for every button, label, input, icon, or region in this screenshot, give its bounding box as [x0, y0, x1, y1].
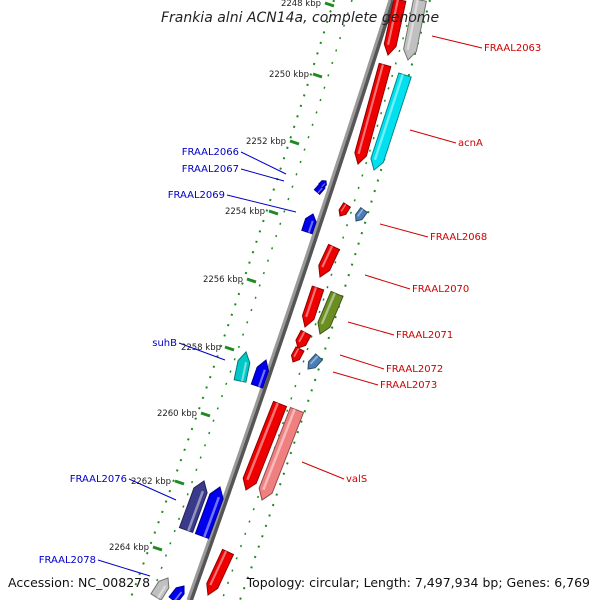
gene-arrow-FRAAL2068-cds[interactable]: [355, 206, 368, 222]
gene-arrow-FRAAL2076-cds[interactable]: [178, 480, 208, 534]
callout-line: [431, 35, 483, 49]
gene-label-minus[interactable]: FRAAL2067: [182, 164, 239, 175]
ruler-label: 2250 kbp: [269, 70, 309, 80]
ruler-label: 2258 kbp: [181, 343, 221, 353]
gene-arrow-valS[interactable]: [242, 400, 288, 491]
callout-line: [240, 168, 285, 182]
map-title: Frankia alni ACN14a, complete genome: [160, 10, 440, 26]
gene-label-plus[interactable]: acnA: [458, 138, 483, 149]
ruler-tick: [324, 1, 335, 8]
gene-label-plus[interactable]: FRAAL2071: [396, 330, 453, 341]
gene-arrow-FRAAL2063[interactable]: [383, 0, 407, 56]
accession-label: Accession: NC_008278: [8, 575, 151, 590]
gene-label-plus[interactable]: valS: [346, 474, 367, 485]
gene-arrow-FRAAL2078-cds[interactable]: [150, 577, 170, 600]
gene-label-plus[interactable]: FRAAL2070: [412, 284, 469, 295]
ruler-label: 2260 kbp: [157, 409, 197, 419]
ruler-tick: [312, 72, 323, 79]
callout-line: [339, 354, 385, 370]
gene-arrow-FRAAL2069[interactable]: [301, 213, 317, 235]
gene-arrow-FRAAL2063-cds[interactable]: [403, 0, 427, 61]
gene-arrow-FRAAL2072[interactable]: [295, 329, 312, 349]
gene-arrow-FRAAL2070[interactable]: [318, 243, 341, 278]
guide-line-inner-left: [149, 0, 353, 600]
ruler-tick: [246, 277, 257, 284]
ruler-label: 2248 kbp: [281, 0, 321, 9]
ruler-tick: [174, 479, 185, 486]
callout-line: [332, 371, 379, 386]
guide-line-outer-left: [129, 0, 335, 600]
genome-summary: Topology: circular; Length: 7,497,934 bp…: [246, 575, 590, 590]
gene-arrow-acnA-cds[interactable]: [370, 72, 412, 171]
gene-label-plus[interactable]: FRAAL2072: [386, 364, 443, 375]
ruler-label: 2254 kbp: [225, 207, 265, 217]
callout-line: [409, 129, 457, 144]
gene-arrow-acnA[interactable]: [354, 62, 392, 165]
ruler-label: 2252 kbp: [246, 137, 286, 147]
gene-arrow-FRAAL2068[interactable]: [338, 202, 352, 217]
callout-line: [97, 559, 151, 577]
gene-arrow-FRAAL2076[interactable]: [194, 486, 224, 540]
gene-label-minus[interactable]: FRAAL2066: [182, 147, 239, 158]
callout-line: [301, 461, 345, 480]
gene-arrow-bottom-plus[interactable]: [206, 548, 235, 596]
gene-label-minus[interactable]: FRAAL2078: [39, 555, 96, 566]
callout-line: [178, 342, 226, 361]
ruler-label: 2262 kbp: [131, 477, 171, 487]
ruler-tick: [289, 139, 300, 146]
gene-arrow-FRAAL2073[interactable]: [307, 353, 324, 370]
gene-label-plus[interactable]: FRAAL2068: [430, 232, 487, 243]
backbone-shadow: [187, 0, 395, 600]
gene-arrow-FRAAL2072b[interactable]: [290, 346, 305, 363]
callout-line: [379, 223, 429, 238]
gene-arrow-FRAAL2078[interactable]: [168, 585, 185, 600]
gene-arrow-FRAAL2066[interactable]: [318, 180, 327, 189]
ruler-tick: [200, 411, 211, 418]
callout-line: [226, 194, 297, 213]
gene-label-minus[interactable]: FRAAL2076: [70, 474, 127, 485]
callout-line: [240, 151, 287, 175]
gene-arrow-FRAAL2071[interactable]: [301, 285, 325, 328]
ruler-label: 2256 kbp: [203, 275, 243, 285]
gene-label-minus[interactable]: suhB: [152, 338, 177, 349]
gene-label-plus[interactable]: FRAAL2063: [484, 43, 541, 54]
ruler-tick: [152, 545, 163, 552]
gene-arrow-suhB-cds[interactable]: [233, 351, 251, 383]
gene-label-minus[interactable]: FRAAL2069: [168, 190, 225, 201]
ruler-tick: [268, 209, 279, 216]
gene-arrow-suhB[interactable]: [250, 359, 270, 389]
callout-line: [364, 274, 411, 290]
gene-arrow-valS-cds[interactable]: [258, 406, 305, 501]
gene-arrow-FRAAL2071-cds[interactable]: [317, 290, 344, 335]
ruler-label: 2264 kbp: [109, 543, 149, 553]
callout-line: [128, 478, 177, 501]
gene-label-plus[interactable]: FRAAL2073: [380, 380, 437, 391]
callout-line: [347, 321, 395, 336]
ruler-tick: [224, 345, 235, 352]
backbone: [186, 0, 392, 600]
